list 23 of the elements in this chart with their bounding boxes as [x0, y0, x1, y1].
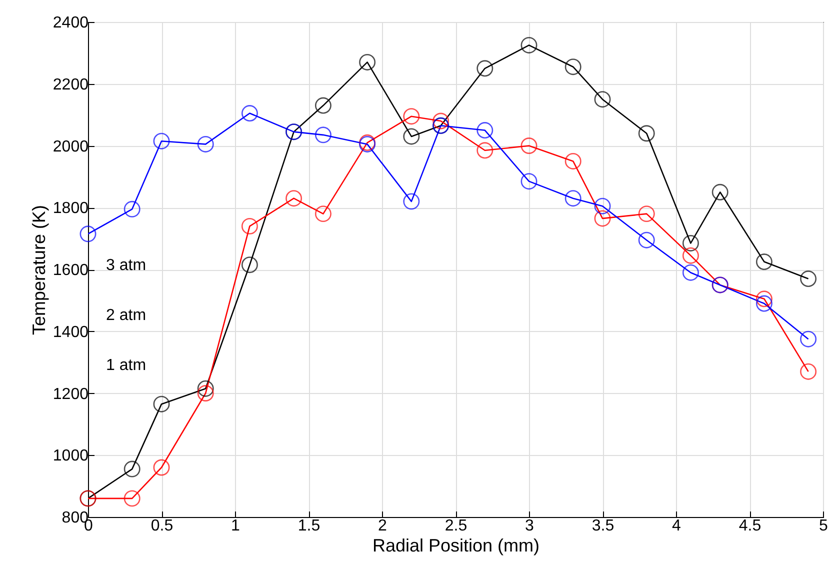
annotation: 1 atm	[106, 357, 146, 374]
x-tick-label: 2	[378, 518, 388, 534]
y-tick-label: 2200	[52, 76, 89, 94]
x-tick-label: 4.5	[738, 518, 762, 534]
x-tick-label: 1	[231, 518, 240, 534]
y-tick-label: 1800	[52, 200, 89, 218]
x-tick-label: 4	[672, 518, 682, 534]
x-tick-label: 5	[819, 518, 828, 534]
annotation: 2 atm	[106, 307, 146, 324]
y-tick-label: 1400	[52, 324, 89, 341]
y-tick-label: 2000	[52, 138, 89, 156]
x-tick-label: 3.5	[592, 518, 614, 534]
y-tick-label: 1600	[52, 262, 89, 279]
y-tick-label: 1200	[52, 386, 89, 403]
y-axis-title: Temperature (K)	[28, 204, 49, 336]
x-axis-title: Radial Position (mm)	[372, 536, 540, 556]
y-tick-label: 2400	[52, 14, 89, 32]
y-tick-label: 1000	[52, 448, 89, 465]
annotation: 3 atm	[106, 257, 146, 274]
x-tick-label: 1.5	[298, 518, 320, 534]
x-tick-label: 2.5	[444, 518, 468, 534]
x-tick-label: 0.5	[150, 518, 174, 534]
x-tick-label: 3	[525, 518, 534, 534]
